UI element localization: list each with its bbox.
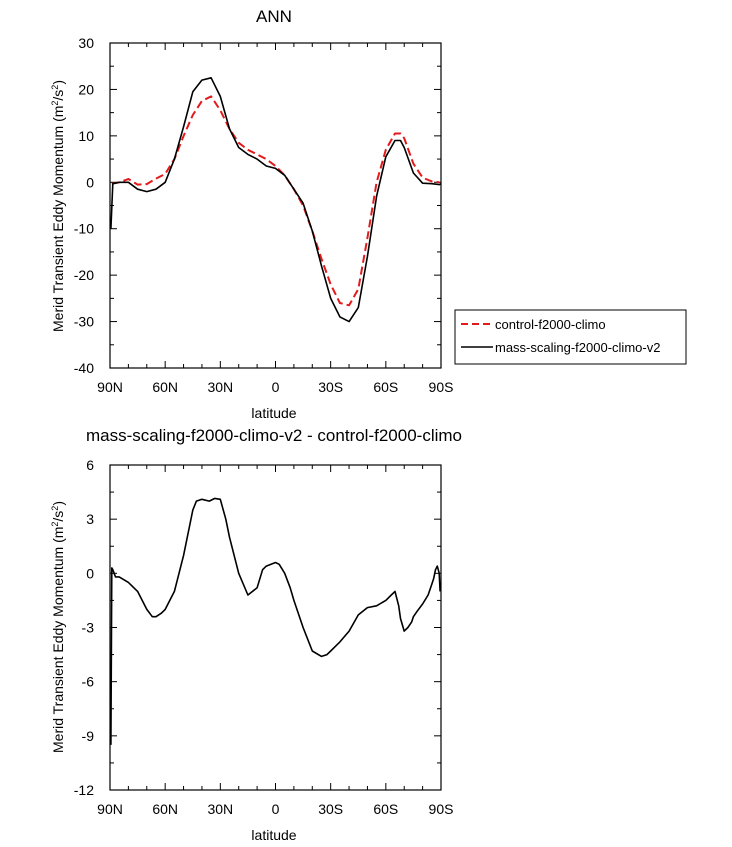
top-y-tick-label: -40 xyxy=(74,360,94,376)
top-x-tick-label: 90N xyxy=(97,379,123,395)
bottom-x-tick-label: 90N xyxy=(97,801,123,817)
top-x-tick-label: 60S xyxy=(373,379,398,395)
top-x-tick-label: 60N xyxy=(152,379,178,395)
legend-box xyxy=(454,309,687,365)
bottom-x-tick-label: 30S xyxy=(318,801,343,817)
top-series-lines xyxy=(110,77,442,323)
bottom-y-tick-label: -6 xyxy=(82,674,95,690)
top-y-tick-label: -30 xyxy=(74,314,94,330)
bottom-axis-ticks: 90N 60N 30N 0 30S 60S 90S -12 -9 -6 -3 0 3 6 xyxy=(74,457,454,817)
bottom-y-axis-label: Merid Transient Eddy Momentum (m2/s2) xyxy=(50,501,66,753)
top-y-tick-label: -20 xyxy=(74,267,94,283)
top-y-tick-label: 0 xyxy=(86,174,94,190)
top-x-tick-label: 0 xyxy=(272,379,280,395)
top-series-line-1 xyxy=(110,77,442,323)
bottom-series-lines xyxy=(110,497,441,745)
bottom-x-tick-label: 60N xyxy=(152,801,178,817)
bottom-series-line-0 xyxy=(110,497,441,745)
bottom-y-tick-label: 0 xyxy=(86,565,94,581)
bottom-x-tick-label: 30N xyxy=(207,801,233,817)
top-axis-ticks: 90N 60N 30N 0 30S 60S 90S -40 -30 -20 -10 0 10 20 30 xyxy=(74,35,454,395)
legend-label-mass-scaling: mass-scaling-f2000-climo-v2 xyxy=(495,340,660,355)
top-chart-title: ANN xyxy=(256,7,292,26)
top-y-axis-label: Merid Transient Eddy Momentum (m2/s2) xyxy=(50,80,66,332)
top-panel: ANN 90N 60N 30N 0 30S 60S 90S -40 -30 -20 -10 0 10 20… xyxy=(50,7,687,421)
bottom-x-tick-label: 0 xyxy=(272,801,280,817)
top-plot-frame xyxy=(109,42,442,369)
bottom-y-tick-label: 6 xyxy=(86,457,94,473)
top-y-tick-label: -10 xyxy=(74,221,94,237)
top-x-tick-label: 90S xyxy=(429,379,454,395)
bottom-x-tick-label: 90S xyxy=(429,801,454,817)
bottom-x-axis-label: latitude xyxy=(251,827,296,843)
top-x-axis-label: latitude xyxy=(251,405,296,421)
legend-label-control: control-f2000-climo xyxy=(495,317,606,332)
bottom-y-tick-label: -12 xyxy=(74,782,94,798)
bottom-y-tick-label: 3 xyxy=(86,511,94,527)
bottom-y-tick-label: -9 xyxy=(82,728,95,744)
top-x-tick-label: 30N xyxy=(207,379,233,395)
top-y-tick-label: 20 xyxy=(78,81,94,97)
bottom-y-tick-label: -3 xyxy=(82,620,95,636)
bottom-plot-frame xyxy=(109,464,442,791)
bottom-panel: mass-scaling-f2000-climo-v2 - control-f2… xyxy=(50,426,462,843)
bottom-x-tick-label: 60S xyxy=(373,801,398,817)
legend: control-f2000-climo mass-scaling-f2000-c… xyxy=(454,309,687,365)
top-y-tick-label: 30 xyxy=(78,35,94,51)
top-y-tick-label: 10 xyxy=(78,128,94,144)
top-x-tick-label: 30S xyxy=(318,379,343,395)
bottom-chart-title: mass-scaling-f2000-climo-v2 - control-f2… xyxy=(86,426,462,445)
top-series-line-0 xyxy=(111,95,440,307)
